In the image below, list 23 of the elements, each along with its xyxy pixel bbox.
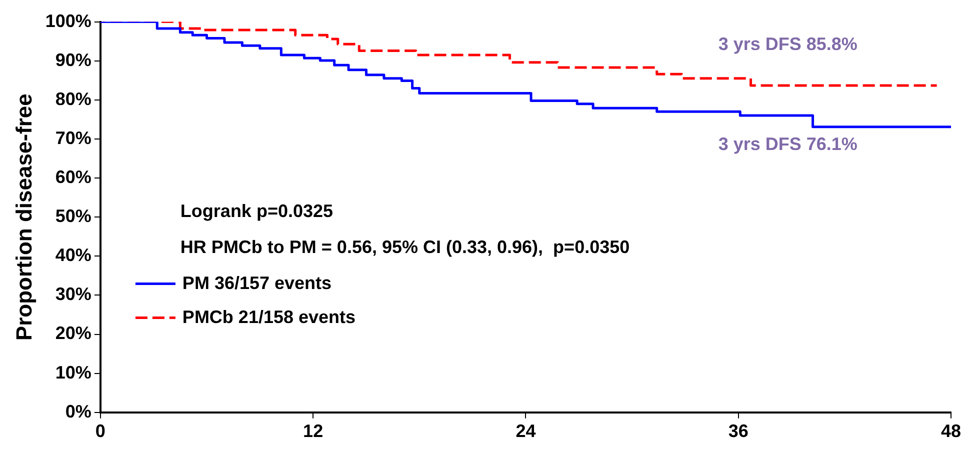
y-tick-label: 50% bbox=[55, 206, 92, 226]
y-tick-label: 30% bbox=[55, 284, 92, 304]
y-tick-label: 20% bbox=[55, 323, 92, 344]
y-tick-label: 10% bbox=[55, 362, 92, 382]
y-tick-label: 40% bbox=[55, 245, 92, 266]
y-tick-label: 80% bbox=[55, 88, 92, 109]
y-axis-title: Proportion disease-free bbox=[11, 94, 36, 341]
annotation: 3 yrs DFS 85.8% bbox=[718, 34, 858, 54]
x-tick-label: 12 bbox=[303, 421, 324, 442]
y-tick-label: 90% bbox=[55, 50, 92, 70]
legend-label: PM 36/157 events bbox=[182, 272, 332, 293]
annotation: 3 yrs DFS 76.1% bbox=[718, 134, 858, 154]
y-tick-label: 100% bbox=[45, 10, 92, 31]
annotation: Logrank p=0.0325 bbox=[180, 200, 334, 221]
y-tick-label: 70% bbox=[55, 128, 92, 148]
x-tick-label: 36 bbox=[728, 421, 748, 442]
x-tick-label: 24 bbox=[516, 421, 536, 442]
y-tick-label: 60% bbox=[55, 167, 92, 188]
x-tick-label: 0 bbox=[95, 421, 106, 442]
legend-label: PMCb 21/158 events bbox=[182, 306, 356, 327]
annotation: HR PMCb to PM = 0.56, 95% CI (0.33, 0.96), p=0.0350 bbox=[180, 236, 630, 257]
y-tick-label: 0% bbox=[65, 401, 92, 422]
x-tick-label: 48 bbox=[940, 421, 962, 442]
